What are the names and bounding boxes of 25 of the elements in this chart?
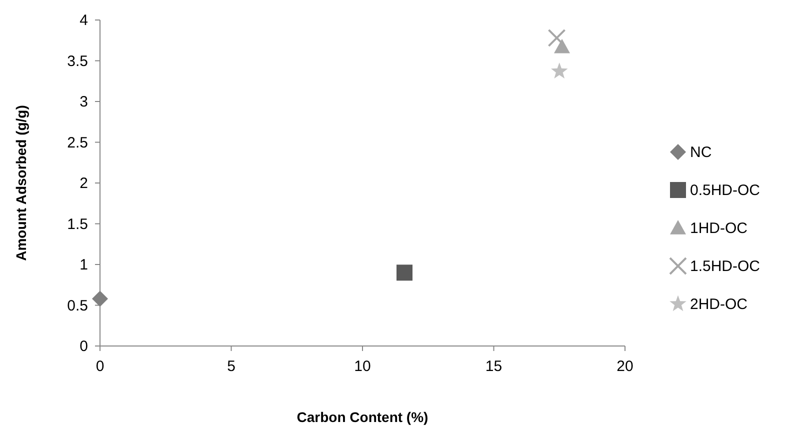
point xyxy=(396,264,412,281)
y-tick-label: 1.5 xyxy=(67,216,88,233)
legend-label: 2HD-OC xyxy=(690,296,748,313)
x-tick-label: 10 xyxy=(354,358,371,375)
y-tick-label: 2 xyxy=(80,175,88,192)
x-tick-label: 15 xyxy=(485,358,502,375)
point xyxy=(92,290,108,307)
x-tick-label: 0 xyxy=(96,358,104,375)
y-tick-label: 0 xyxy=(80,338,88,355)
y-tick-label: 0.5 xyxy=(67,297,88,314)
y-tick-label: 4 xyxy=(80,12,88,29)
x-tick-label: 5 xyxy=(227,358,236,375)
legend-label: 1.5HD-OC xyxy=(690,258,760,275)
y-tick-label: 3.5 xyxy=(67,52,88,70)
y-tick-label: 2.5 xyxy=(67,134,88,152)
y-axis-title: Amount Adsorbed (g/g) xyxy=(13,105,29,261)
legend-label: NC xyxy=(690,144,712,161)
x-axis-title: Carbon Content (%) xyxy=(296,409,428,425)
y-tick-label: 1 xyxy=(80,256,88,274)
y-tick-label: 3 xyxy=(80,94,88,110)
legend-label: 0.5HD-OC xyxy=(690,182,760,199)
x-tick-label: 20 xyxy=(616,358,634,375)
point xyxy=(548,28,566,47)
point xyxy=(551,62,568,78)
legend-label: 1HD-OC xyxy=(690,220,748,237)
